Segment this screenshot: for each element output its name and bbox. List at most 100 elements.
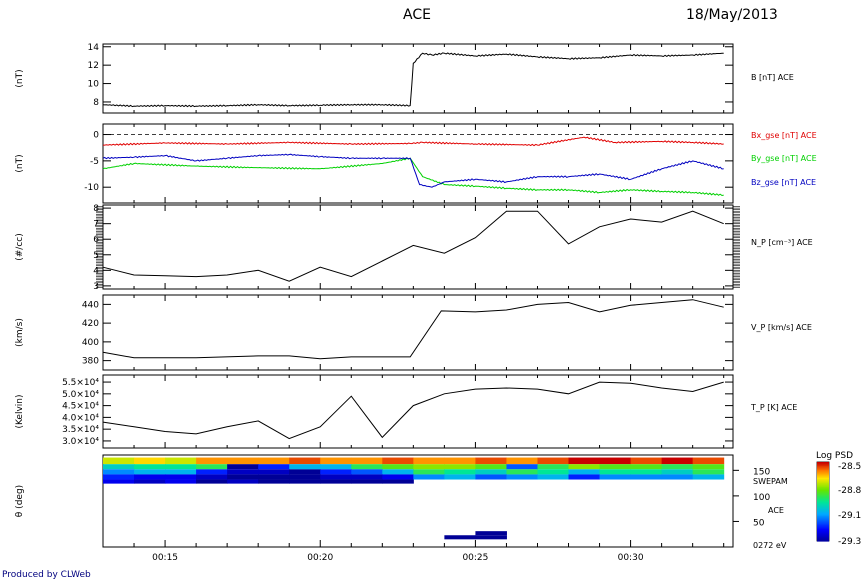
heatmap-cell	[692, 457, 725, 465]
colorbar-segment	[817, 497, 829, 500]
colorbar-segment	[817, 530, 829, 533]
series-label: V_P [km/s] ACE	[751, 323, 812, 332]
x-tick-label: 00:30	[618, 553, 644, 563]
heatmap-cell	[258, 457, 290, 465]
ytick-label: 3	[93, 282, 99, 292]
ylabel-panel-2: (nT)	[15, 154, 25, 172]
colorbar-tick-label: -28.5	[838, 462, 861, 472]
heatmap-cell	[506, 469, 538, 475]
heatmap-cell	[692, 464, 725, 470]
colorbar-segment	[817, 489, 829, 492]
heatmap-cell	[661, 474, 694, 480]
colorbar-segment	[817, 480, 829, 483]
ytick-label: 380	[82, 357, 99, 367]
heatmap-right-label: ACE	[768, 506, 784, 515]
colorbar-segment	[817, 539, 829, 542]
heatmap-cell	[599, 469, 632, 475]
x-tick-label: 00:25	[462, 553, 488, 563]
series-label: B [nT] ACE	[751, 73, 794, 82]
heatmap-cell	[134, 464, 166, 470]
colorbar-tick-label: -29.3	[838, 537, 861, 547]
colorbar-segment	[817, 527, 829, 530]
heatmap-cell	[475, 474, 507, 480]
heatmap-cell	[506, 474, 538, 480]
heatmap-cell	[227, 457, 259, 465]
heatmap-cell	[196, 457, 228, 465]
ytick-label: 6	[93, 235, 99, 245]
colorbar-segment	[817, 502, 829, 505]
heatmap-cell	[382, 469, 414, 475]
credit-label: Produced by CLWeb	[2, 570, 91, 580]
heatmap-cell	[537, 464, 570, 470]
series-line-t_p	[102, 381, 724, 440]
colorbar-segment	[817, 464, 829, 467]
colorbar-segment	[817, 512, 829, 514]
ylabel-panel-5: (Kelvin)	[15, 394, 25, 428]
panel-frame-4	[102, 294, 734, 371]
colorbar-segment	[817, 513, 829, 516]
heatmap-cell	[382, 464, 414, 470]
heatmap-cell	[227, 469, 259, 475]
colorbar-segment	[817, 490, 829, 493]
colorbar-segment	[817, 538, 829, 541]
panel-frame-2	[102, 123, 734, 204]
heatmap-cell	[413, 469, 445, 475]
heatmap-cell	[289, 479, 321, 484]
heatmap-cell	[165, 474, 197, 480]
ytick-label: 400	[82, 338, 99, 348]
heatmap-cell	[475, 457, 507, 465]
x-tick-label: 00:15	[152, 553, 178, 563]
colorbar-segment	[817, 518, 829, 521]
heatmap-cell	[258, 479, 290, 484]
heatmap-cell	[475, 464, 507, 470]
heatmap-cell	[351, 479, 383, 484]
colorbar-segment	[817, 463, 829, 466]
heatmap-cell	[165, 479, 197, 484]
colorbar-segment	[817, 508, 829, 510]
heatmap-cell	[444, 469, 476, 475]
series-line-b	[102, 52, 724, 108]
ylabel-panel-4: (km/s)	[15, 318, 25, 347]
heatmap-cell	[227, 464, 259, 470]
heatmap-cell	[444, 464, 476, 470]
colorbar-segment	[817, 493, 829, 496]
heatmap-cell	[413, 457, 445, 465]
colorbar-segment	[817, 472, 829, 475]
heatmap-cell	[320, 457, 352, 465]
heatmap-ytick-label: 150	[753, 467, 770, 477]
ytick-label: 420	[82, 319, 99, 329]
ylabel-panel-1: (nT)	[15, 69, 25, 87]
series-label: By_gse [nT] ACE	[751, 154, 817, 163]
series-line-bz_gse	[102, 153, 724, 188]
heatmap-cell	[692, 469, 725, 475]
series-line-n_p	[102, 210, 724, 282]
heatmap-cell	[444, 457, 476, 465]
heatmap-cell	[165, 469, 197, 475]
heatmap-cell	[413, 464, 445, 470]
ytick-label: 0	[93, 131, 99, 141]
heatmap-cell	[630, 457, 663, 465]
colorbar-segment	[817, 523, 829, 526]
heatmap-cell	[165, 464, 197, 470]
ytick-label: 8	[93, 98, 99, 108]
colorbar-segment	[817, 522, 829, 525]
heatmap-cell	[475, 535, 507, 540]
heatmap-cell	[227, 479, 259, 484]
heatmap-cell	[475, 531, 507, 536]
colorbar-segment	[817, 481, 829, 484]
series-label: N_P [cm⁻³] ACE	[751, 238, 813, 247]
ytick-label: 7	[93, 220, 99, 230]
heatmap-cell	[537, 457, 570, 465]
colorbar-segment	[817, 504, 829, 507]
heatmap-cell	[382, 457, 414, 465]
chart-title: ACE	[403, 7, 431, 23]
ytick-label: -5	[90, 157, 99, 167]
colorbar-segment	[817, 531, 829, 534]
colorbar-segment	[817, 534, 829, 537]
ylabel-panel-6: θ (deg)	[15, 485, 25, 517]
series-line-v_p	[102, 299, 724, 360]
text-layer: (nT) 8 10 12 14 B [nT] ACE (nT) 0 -5 -10 Bx_gse [n…	[15, 43, 862, 563]
colorbar-segment	[817, 476, 829, 479]
colorbar-segment	[817, 537, 829, 539]
heatmap-cell	[134, 457, 166, 465]
